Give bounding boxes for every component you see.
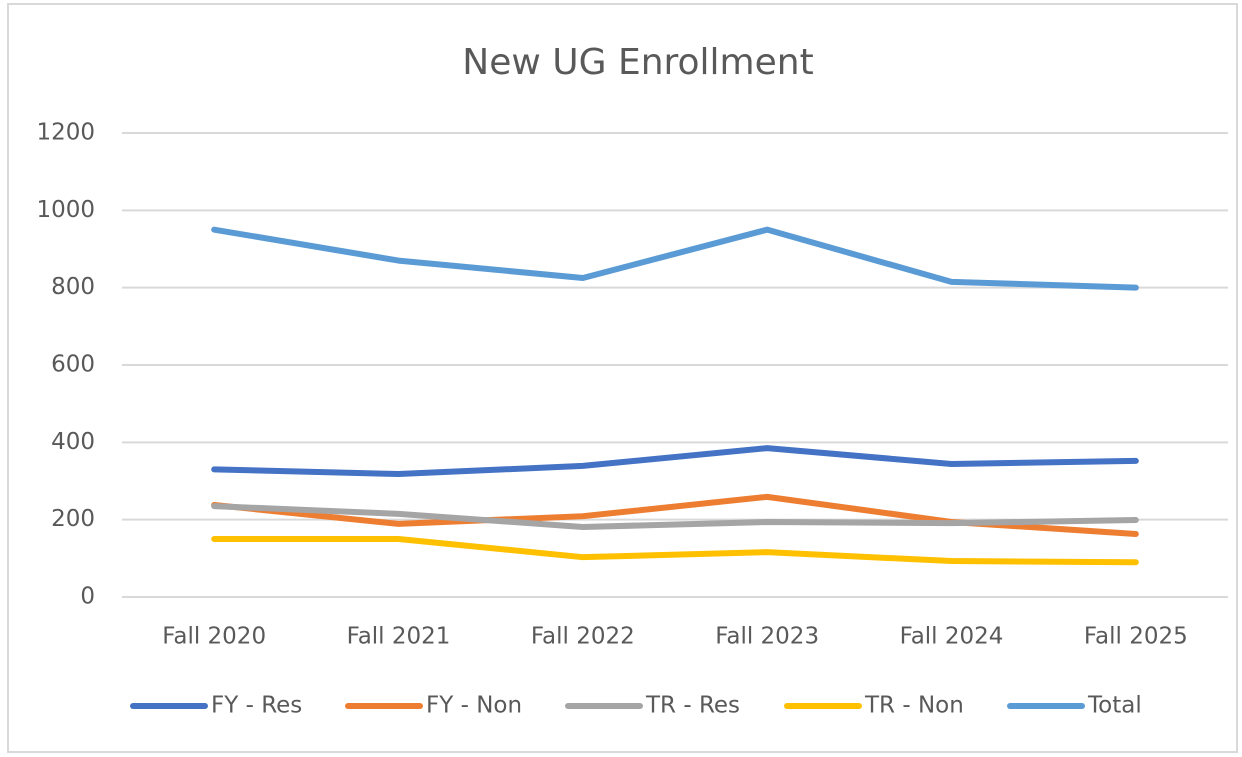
y-tick-label: 0	[80, 584, 95, 610]
series-line	[211, 445, 1139, 478]
series-line	[211, 503, 1139, 531]
legend-label: TR - Non	[864, 693, 964, 719]
y-tick-label: 200	[51, 506, 95, 532]
series-line	[211, 536, 1139, 566]
y-tick-label: 600	[51, 352, 95, 378]
legend-label: Total	[1087, 693, 1142, 719]
x-tick-label: Fall 2025	[1084, 624, 1188, 650]
legend-label: FY - Non	[426, 693, 522, 719]
y-tick-label: 400	[51, 429, 95, 455]
chart-title: New UG Enrollment	[462, 42, 813, 83]
y-tick-label: 1200	[36, 120, 95, 146]
x-tick-label: Fall 2022	[531, 624, 635, 650]
y-tick-label: 800	[51, 274, 95, 300]
y-tick-label: 1000	[36, 197, 95, 223]
chart-border	[7, 3, 1238, 753]
legend-label: TR - Res	[645, 693, 740, 719]
x-tick-label: Fall 2020	[162, 624, 266, 650]
series-line	[211, 226, 1139, 291]
x-tick-label: Fall 2021	[347, 624, 451, 650]
x-tick-label: Fall 2023	[715, 624, 819, 650]
x-tick-label: Fall 2024	[900, 624, 1004, 650]
legend-label: FY - Res	[211, 693, 302, 719]
